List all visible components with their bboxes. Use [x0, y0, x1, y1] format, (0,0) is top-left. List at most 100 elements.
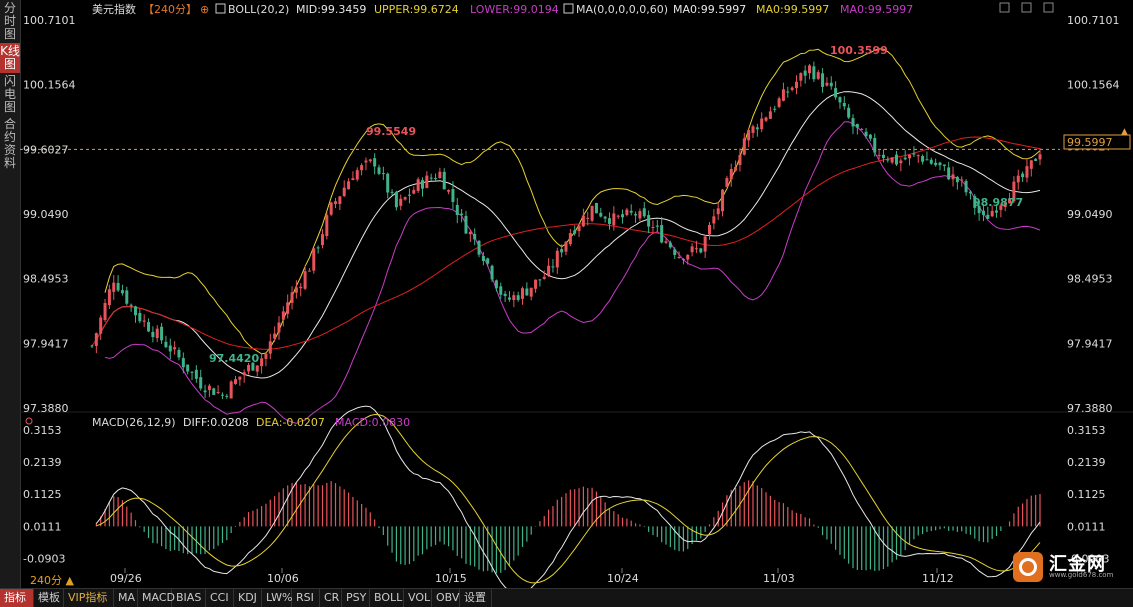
- candle-body: [755, 127, 759, 130]
- candle-body: [255, 365, 259, 372]
- bottom-tab-psy[interactable]: PSY: [342, 589, 370, 607]
- candle-body: [1029, 160, 1033, 169]
- bottom-tab-ma[interactable]: MA: [114, 589, 138, 607]
- bottom-tab-cci[interactable]: CCI: [206, 589, 234, 607]
- candle-body: [521, 288, 525, 299]
- candle-body: [281, 311, 285, 320]
- bottom-tab-macd[interactable]: MACD: [138, 589, 175, 607]
- candle-body: [681, 258, 685, 260]
- candle-body: [947, 167, 951, 180]
- candle-body: [238, 376, 242, 380]
- candle-body: [794, 81, 798, 89]
- macd-value-label: MACD:0.0830: [335, 416, 410, 429]
- candle-body: [434, 178, 438, 180]
- period-selector[interactable]: 240分 ▲: [30, 574, 74, 587]
- candle-body: [751, 126, 755, 133]
- candle-body: [642, 208, 646, 217]
- candle-body: [447, 190, 451, 192]
- candle-body: [294, 287, 298, 293]
- candle-body: [303, 271, 307, 289]
- minimize-icon[interactable]: [1043, 2, 1054, 13]
- chart-area[interactable]: 美元指数 【240分】 ⊕ BOLL(20,2) MID:99.3459 UPP…: [20, 0, 1133, 588]
- bottom-tab-[interactable]: 设置: [460, 589, 492, 607]
- bottom-tab-boll[interactable]: BOLL: [370, 589, 404, 607]
- tab-kline-label: K线图: [0, 44, 20, 71]
- tab-timeshare[interactable]: 分时图: [0, 0, 20, 43]
- candle-body: [838, 97, 842, 103]
- bottom-tab-rsi[interactable]: RSI: [292, 589, 320, 607]
- layout-icon[interactable]: [999, 2, 1010, 13]
- candle-body: [603, 216, 607, 219]
- macd-tick-left: 0.2139: [23, 456, 62, 469]
- macd-panel: [95, 405, 1041, 588]
- tab-kline[interactable]: K线图: [0, 43, 20, 73]
- bottom-tab-vol[interactable]: VOL: [404, 589, 432, 607]
- boll-toggle-icon[interactable]: [215, 3, 226, 14]
- candle-body: [207, 385, 211, 391]
- macd-close-icon[interactable]: [25, 417, 33, 425]
- bottom-tab-vip[interactable]: VIP指标: [64, 589, 114, 607]
- bottom-tab-cr[interactable]: CR: [320, 589, 342, 607]
- candle-body: [442, 171, 446, 190]
- candle-body: [864, 131, 868, 137]
- ma-toggle-icon[interactable]: [563, 3, 574, 14]
- candle-body: [1008, 198, 1012, 204]
- current-price-box: [1063, 134, 1131, 150]
- price-up-arrow-icon: ▲: [1121, 127, 1128, 137]
- candle-body: [390, 191, 394, 193]
- tab-contract-info[interactable]: 合约资料: [0, 116, 20, 172]
- macd-diff-line: [95, 405, 1041, 588]
- candle-body: [368, 159, 372, 162]
- candle-body: [503, 293, 507, 297]
- grid: [20, 148, 1133, 413]
- candle-body: [981, 210, 985, 215]
- candle-body: [125, 290, 129, 304]
- candle-body: [881, 154, 885, 158]
- candle-body: [286, 302, 290, 314]
- candle-body: [568, 233, 572, 245]
- candle-body: [399, 198, 403, 206]
- price-tick-right: 97.9417: [1067, 337, 1113, 350]
- bottom-tab-[interactable]: 指标: [0, 589, 34, 607]
- candle-body: [638, 211, 642, 219]
- candle-body: [290, 292, 294, 303]
- bottom-toolbar: 指标 模板 VIP指标 MA MACD BIAS CCI KDJ LW% RSI CR PSY BOLL…: [0, 588, 1133, 607]
- candle-body: [703, 236, 707, 252]
- ma-label: MA(0,0,0,0,0,60): [576, 3, 668, 16]
- candle-body: [686, 254, 690, 260]
- candle-body: [264, 353, 268, 359]
- x-axis: 09/26 10/06 10/15 10/24 11/03 11/12: [110, 568, 954, 585]
- bottom-tab-lw[interactable]: LW%: [262, 589, 292, 607]
- annotation-low-2: 98.9877: [973, 196, 1023, 209]
- boll-lines: [91, 48, 1041, 424]
- macd-tick-right: 0.1125: [1067, 488, 1106, 501]
- bottom-tab-[interactable]: 模板: [34, 589, 64, 607]
- candle-body: [147, 322, 151, 332]
- candle-body: [486, 258, 490, 264]
- settings-icon[interactable]: ⊕: [200, 3, 209, 16]
- candle-body: [338, 196, 342, 205]
- candle-body: [599, 212, 603, 217]
- candle-body: [560, 249, 564, 253]
- boll-upper-line: [104, 48, 1041, 355]
- candle-body: [429, 177, 433, 179]
- macd-tick-left: 0.0111: [23, 520, 62, 533]
- candle-body: [851, 118, 855, 127]
- bottom-tab-kdj[interactable]: KDJ: [234, 589, 262, 607]
- candle-body: [999, 205, 1003, 210]
- bottom-tab-obv[interactable]: OBV: [432, 589, 460, 607]
- bottom-tab-bias[interactable]: BIAS: [172, 589, 206, 607]
- tab-flash[interactable]: 闪电图: [0, 73, 20, 116]
- candle-body: [934, 162, 938, 166]
- candle-body: [647, 215, 651, 227]
- candle-body: [260, 358, 264, 367]
- x-tick-label: 11/12: [922, 572, 954, 585]
- candle-body: [925, 159, 929, 161]
- candle-body: [90, 345, 94, 347]
- price-axis: 100.7101 100.7101 100.1564 100.1564 99.6027 9…: [23, 14, 1120, 415]
- candle-body: [803, 70, 807, 76]
- price-tick-right: 100.7101: [1067, 14, 1120, 27]
- annotation-low-1: 97.4420: [209, 352, 259, 365]
- candle-body: [107, 289, 111, 306]
- fullscreen-icon[interactable]: [1021, 2, 1032, 13]
